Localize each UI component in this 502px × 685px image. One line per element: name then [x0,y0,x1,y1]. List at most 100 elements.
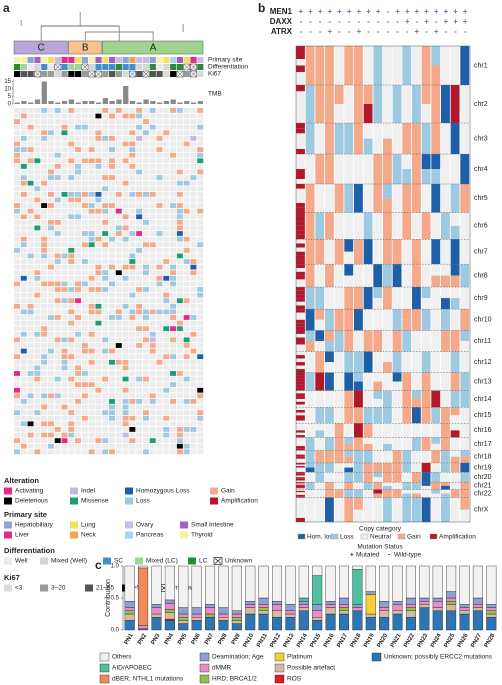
copy-cell [354,264,363,276]
copy-cell [460,154,470,184]
copy-cell [412,46,421,86]
alteration-cell [115,124,122,130]
alteration-cell [47,309,54,315]
alteration-cell [47,275,54,281]
alteration-cell [136,371,143,376]
alteration-cell [88,376,95,382]
alteration-cell [61,208,68,214]
copy-cell [392,85,402,124]
alteration-cell [20,236,27,242]
alteration-cell [156,158,163,164]
alteration-cell [54,169,61,175]
alteration-cell [142,371,149,376]
alteration-cell [14,303,20,309]
alteration-cell [75,359,82,365]
annotation-cell [95,64,102,70]
alteration-cell [81,225,88,231]
alteration-cell [109,449,115,455]
alteration-cell [122,415,129,421]
alteration-cell [136,326,143,332]
alteration-cell [176,119,183,124]
alteration-cell [20,119,27,124]
alteration-cell [122,292,129,298]
alteration-cell [183,404,190,410]
alteration-cell [149,152,156,158]
alteration-cell [129,337,136,343]
alteration-cell [115,236,122,242]
alteration-cell [68,147,75,152]
alteration-cell [176,197,183,203]
alteration-cell [136,315,143,320]
copy-cell [296,179,305,184]
alteration-cell [95,337,102,343]
copy-cell [460,287,470,310]
copy-cell [373,123,383,155]
bar-segment [178,617,189,621]
alteration-cell [61,236,68,242]
copy-cell [441,275,450,288]
alteration-cell [142,225,149,231]
alteration-cell [47,393,54,399]
alteration-cell [54,231,61,236]
bar-segment [486,604,497,608]
alteration-cell [122,236,129,242]
alteration-cell [14,281,20,287]
alteration-cell [142,348,149,354]
alteration-cell [176,124,183,130]
copy-cell [354,407,363,424]
chr-label: chr13 [474,378,492,385]
alteration-cell [170,427,177,432]
copy-cell [296,425,305,429]
alteration-cell [54,449,61,455]
copy-cell [325,423,334,438]
alteration-cell [41,231,48,236]
copy-cell [315,423,325,431]
alteration-cell [20,320,27,326]
alteration-cell [88,214,95,220]
alteration-cell [41,415,48,421]
alteration-cell [102,298,109,304]
bar-segment [392,565,403,602]
chr-label: chr1 [474,62,488,69]
alteration-cell [183,399,190,404]
alteration-cell [95,158,102,164]
alteration-cell [41,264,48,270]
alteration-cell [68,320,75,326]
alteration-cell [102,287,109,292]
alteration-cell [129,253,136,259]
alteration-cell [109,264,115,270]
alteration-cell [54,264,61,270]
bar-segment [258,607,269,611]
alteration-cell [122,169,129,175]
unknown-cross [176,70,184,78]
alteration-cell [95,432,102,438]
copy-cell [296,104,305,111]
alteration-cell [129,186,136,192]
alteration-cell [95,163,102,169]
tmb-bar [177,102,183,104]
copy-cell [296,348,305,352]
unknown-cross [190,63,197,71]
alteration-cell [81,270,88,276]
copy-cell [441,123,450,155]
alteration-cell [142,343,149,348]
copy-cell [402,309,412,320]
copy-cell [431,482,441,490]
copy-cell [431,287,441,310]
mutation-symbol: - [357,17,360,26]
alteration-cell [68,275,75,281]
alteration-cell [149,253,156,259]
copy-cell [441,472,450,478]
copy-cell [296,275,305,280]
alteration-cell [156,191,163,197]
alteration-cell [156,169,163,175]
copy-cell [373,462,383,473]
alteration-cell [20,203,27,208]
alteration-cell [142,147,149,152]
copy-cell [334,407,344,424]
alteration-cell [75,393,82,399]
alteration-cell [95,203,102,208]
alteration-cell [41,387,48,393]
alteration-cell [27,152,34,158]
copy-cell [450,351,460,373]
